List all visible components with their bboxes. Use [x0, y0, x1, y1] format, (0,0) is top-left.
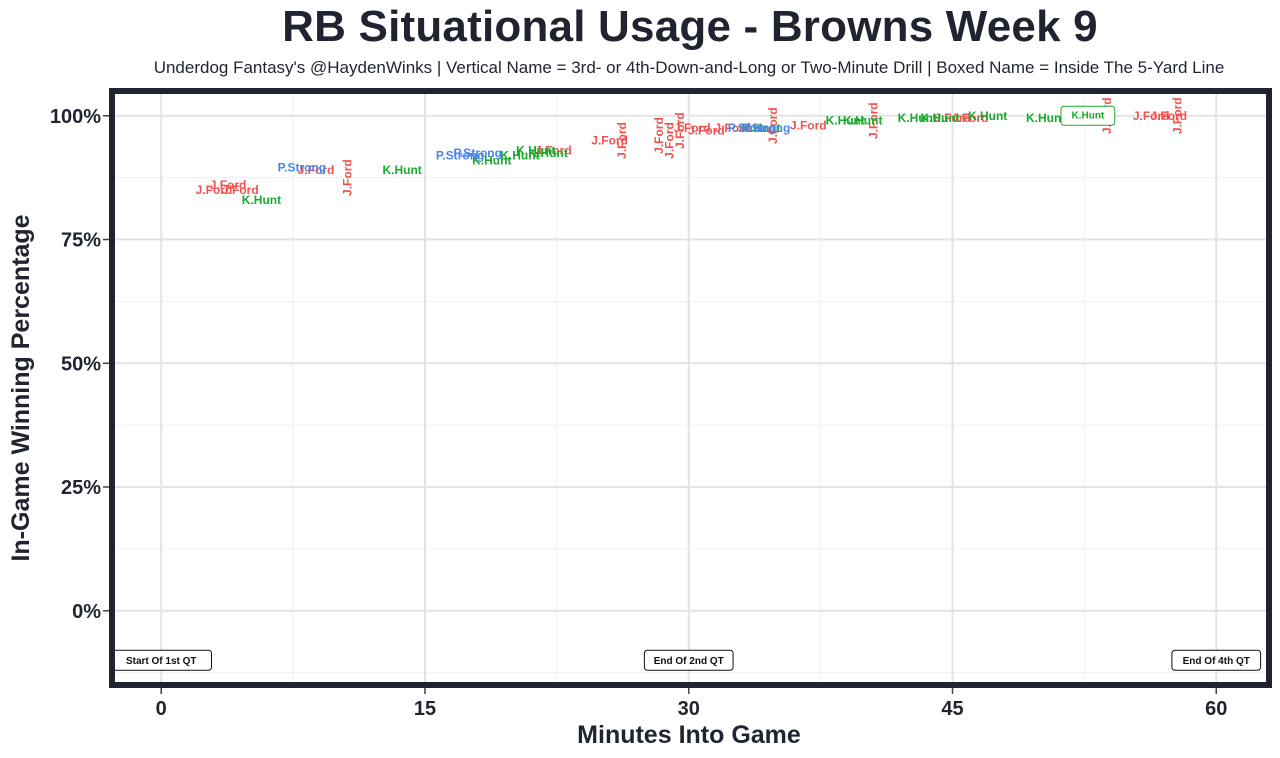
data-point-jford: J.Ford	[674, 121, 711, 135]
data-point-jford: J.Ford	[535, 143, 572, 157]
y-tick-label: 50%	[61, 353, 101, 375]
data-point-jford: J.Ford	[790, 119, 827, 133]
data-point-jford: J.Ford	[652, 117, 666, 154]
y-tick-label: 75%	[61, 230, 101, 252]
data-point-pstrong: P.Strong	[278, 161, 326, 175]
data-point-khunt: K.Hunt	[921, 111, 960, 125]
chart-subtitle: Underdog Fantasy's @HaydenWinks | Vertic…	[153, 58, 1225, 77]
y-tick-label: 25%	[61, 477, 101, 499]
data-point-khunt: K.Hunt	[516, 143, 555, 157]
data-point-jford: J.Ford	[1133, 109, 1170, 123]
data-point-pstrong: P.Strong	[436, 148, 484, 162]
data-point-jford: J.Ford	[673, 112, 687, 149]
data-point-jford: J.Ford	[866, 102, 880, 139]
data-point-khunt: K.Hunt	[898, 111, 937, 125]
data-point-jford: J.Ford	[952, 111, 989, 125]
data-point-jford: J.Ford	[688, 124, 725, 138]
data-point-jford: J.Ford	[615, 122, 629, 159]
y-tick-label: 0%	[72, 601, 101, 623]
data-point-jford: J.Ford	[298, 163, 335, 177]
data-point-pstrong: P.Strong	[742, 121, 790, 135]
data-point-jford: J.Ford	[662, 122, 676, 159]
data-point-jford: J.Ford	[341, 159, 355, 196]
data-point-khunt: K.Hunt	[242, 193, 281, 207]
grid-layer	[112, 91, 1269, 685]
data-point-khunt: K.Hunt	[382, 163, 421, 177]
data-point-jford: J.Ford	[196, 183, 233, 197]
data-point-khunt: K.Hunt	[741, 121, 780, 135]
data-point-khunt: K.Hunt	[843, 114, 882, 128]
data-point-jford: J.Ford	[1171, 97, 1185, 134]
data-point-khunt: K.Hunt	[1026, 111, 1065, 125]
quarter-annotation-label: End Of 2nd QT	[654, 656, 724, 667]
chart-title: RB Situational Usage - Browns Week 9	[282, 2, 1098, 51]
quarter-annotation-label: Start Of 1st QT	[126, 656, 197, 667]
data-point-jford: J.Ford	[591, 134, 628, 148]
data-point-khunt: K.Hunt	[826, 114, 865, 128]
x-axis-title: Minutes Into Game	[577, 721, 801, 749]
data-point-jford: J.Ford	[714, 121, 751, 135]
data-point-jford: J.Ford	[222, 183, 259, 197]
data-point-pstrong: P.Strong	[454, 146, 502, 160]
y-tick-label: 100%	[50, 106, 101, 128]
y-axis-title: In-Game Winning Percentage	[7, 214, 35, 561]
x-tick-label: 15	[414, 698, 436, 720]
quarter-annotation-box	[1171, 649, 1262, 671]
data-point-khunt: K.Hunt	[500, 148, 539, 162]
x-tick-label: 0	[156, 698, 167, 720]
data-point-jford: J.Ford	[1150, 109, 1187, 123]
quarter-annotation-label: End Of 4th QT	[1183, 656, 1250, 667]
data-point-jford: J.Ford	[766, 107, 780, 144]
data-point-jford: J.Ford	[210, 178, 247, 192]
axis-ticks: 0 15 30 45 60 0% 25% 50% 75% 100%	[50, 106, 1228, 720]
data-point-khunt: K.Hunt	[1071, 110, 1104, 121]
data-point-pstrong: P.Strong	[728, 121, 776, 135]
x-tick-label: 45	[941, 698, 963, 720]
data-point-khunt: K.Hunt	[472, 153, 511, 167]
quarter-annotation-box	[643, 649, 734, 671]
quarter-annotations: Start Of 1st QT End Of 2nd QT End Of 4th Q…	[110, 649, 1262, 671]
boxed-mark-khunt	[1060, 105, 1116, 126]
data-point-khunt: K.Hunt	[528, 146, 567, 160]
data-point-jford: J.Ford	[934, 111, 971, 125]
plot-border	[109, 88, 1272, 688]
x-tick-label: 60	[1205, 698, 1227, 720]
x-tick-label: 30	[678, 698, 700, 720]
data-point-khunt: K.Hunt	[968, 109, 1007, 123]
